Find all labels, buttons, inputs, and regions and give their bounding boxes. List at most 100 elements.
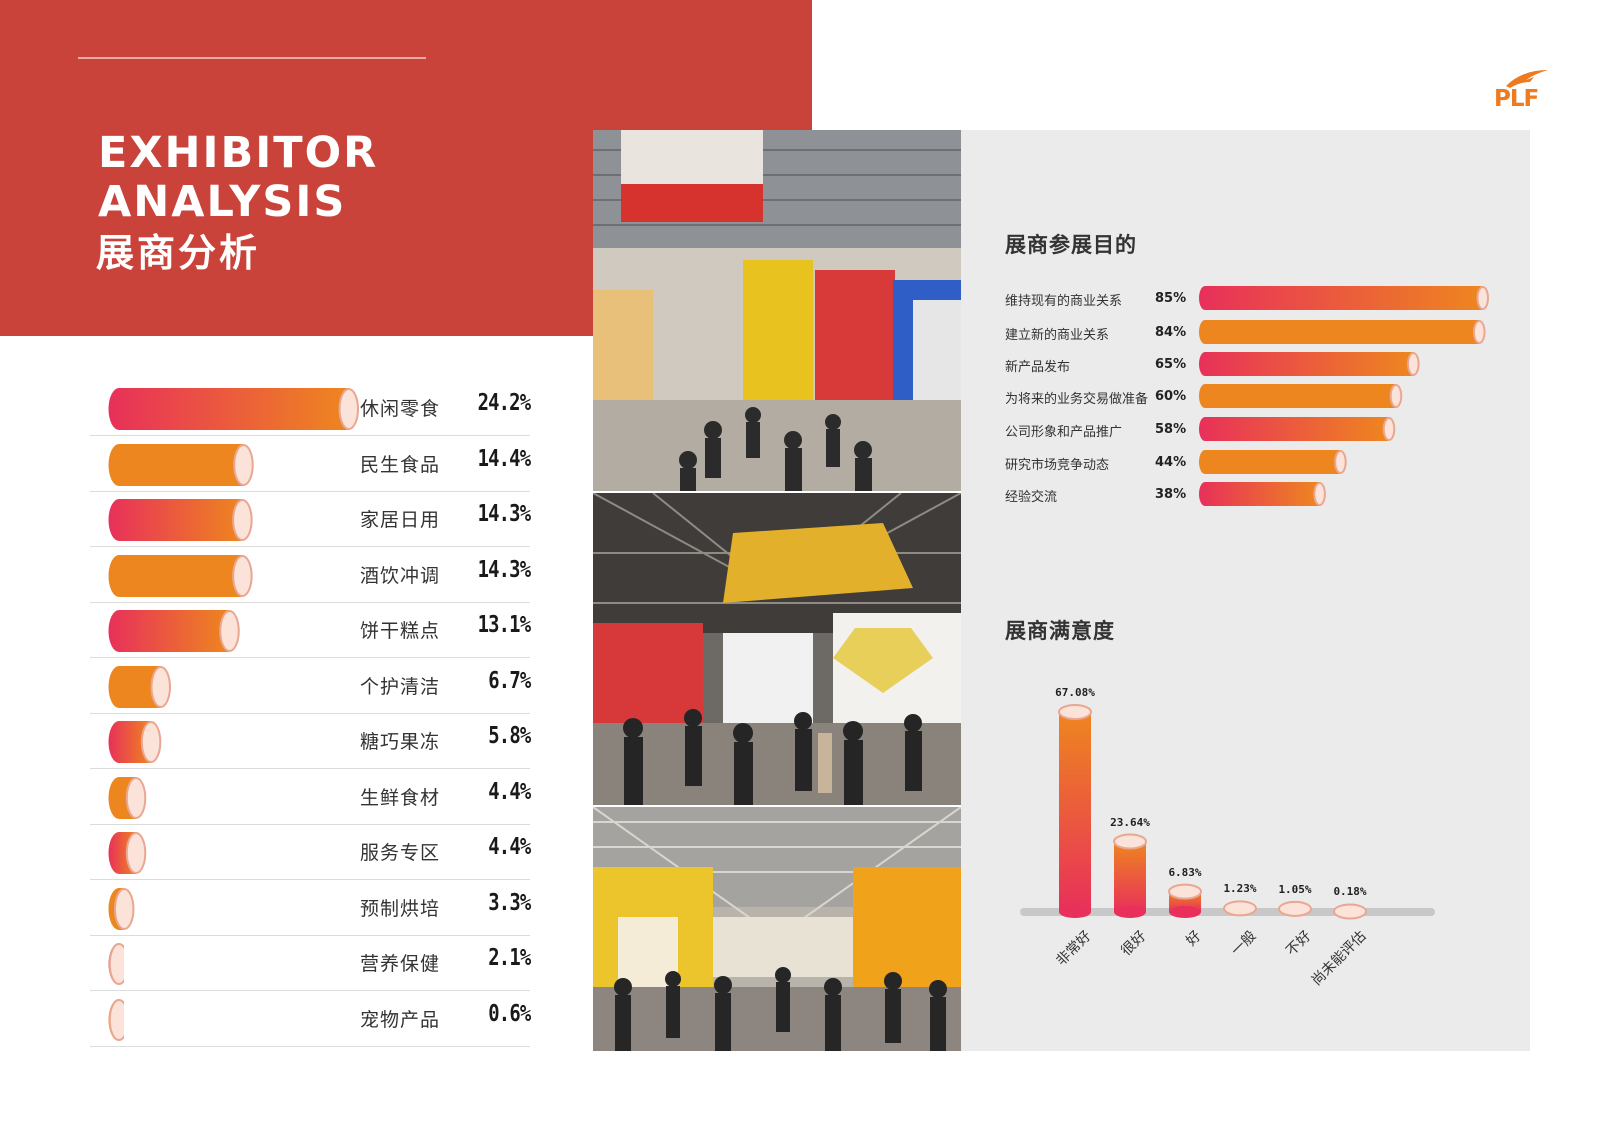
category-label: 个护清洁 [359, 675, 440, 698]
category-row: 酒饮冲调 14.3% [90, 547, 531, 603]
satisfaction-bar [1168, 883, 1202, 918]
purpose-label: 研究市场竞争动态 [1005, 458, 1110, 473]
purpose-label: 公司形象和产品推广 [1005, 425, 1123, 440]
photo-column [593, 130, 961, 1051]
category-bar [98, 610, 241, 652]
category-row: 营养保健 2.1% [90, 935, 531, 991]
satisfaction-chart-title: 展商满意度 [1005, 619, 1115, 643]
plane-icon [1506, 70, 1548, 88]
category-row: 休闲零食 24.2% [90, 380, 531, 436]
category-label: 宠物产品 [359, 1008, 440, 1031]
purpose-row: 建立新的商业关系 84% [1005, 318, 1505, 346]
satisfaction-category: 非常好 [1053, 928, 1095, 970]
category-label: 预制烘培 [359, 897, 440, 920]
satisfaction-bar [1223, 900, 1257, 917]
category-label: 酒饮冲调 [359, 564, 440, 587]
category-row: 个护清洁 6.7% [90, 658, 531, 714]
purpose-label: 经验交流 [1005, 490, 1058, 505]
satisfaction-category: 尚未能评估 [1308, 928, 1370, 989]
category-row: 服务专区 4.4% [90, 824, 531, 880]
category-bar [98, 388, 360, 430]
category-row: 生鲜食材 4.4% [90, 769, 531, 825]
category-row: 预制烘培 3.3% [90, 880, 531, 936]
satisfaction-category: 一般 [1228, 928, 1260, 960]
category-value: 4.4% [487, 778, 531, 805]
purpose-row: 研究市场竞争动态 44% [1005, 448, 1505, 476]
purpose-bar [1193, 482, 1327, 506]
category-bar [98, 943, 130, 985]
satisfaction-value: 0.18% [1333, 885, 1367, 899]
purpose-label: 为将来的业务交易做准备 [1005, 392, 1149, 407]
page-title-line1: EXHIBITOR [98, 128, 379, 178]
category-row: 宠物产品 0.6% [90, 991, 531, 1047]
category-bar [98, 443, 255, 486]
category-value: 13.1% [477, 612, 531, 638]
category-label: 饼干糕点 [359, 620, 440, 642]
satisfaction-value: 1.23% [1223, 882, 1257, 896]
category-value: 4.4% [487, 834, 531, 860]
category-bar [98, 832, 147, 874]
category-value: 3.3% [487, 889, 531, 916]
purpose-value: 65% [1155, 357, 1187, 372]
category-value: 14.4% [477, 445, 531, 472]
category-value: 24.2% [477, 390, 531, 416]
purpose-row: 为将来的业务交易做准备 60% [1005, 382, 1505, 410]
expo-photo-3 [593, 807, 961, 1051]
category-row: 民生食品 14.4% [90, 436, 531, 492]
purpose-value: 85% [1155, 291, 1187, 306]
stats-panel [961, 130, 1530, 1051]
category-bar [98, 887, 135, 930]
category-bar [98, 499, 254, 541]
category-label: 服务专区 [359, 842, 440, 864]
category-bar [98, 554, 254, 597]
category-value: 14.3% [477, 556, 531, 583]
category-label: 糖巧果冻 [359, 731, 440, 753]
purpose-label: 维持现有的商业关系 [1005, 294, 1123, 309]
purpose-chart-title: 展商参展目的 [1005, 233, 1137, 257]
purpose-bar [1193, 286, 1490, 310]
category-row: 家居日用 14.3% [90, 491, 531, 547]
satisfaction-category: 很好 [1118, 928, 1150, 960]
satisfaction-bar [1113, 833, 1147, 918]
category-row: 饼干糕点 13.1% [90, 602, 531, 658]
purpose-row: 公司形象和产品推广 58% [1005, 415, 1505, 443]
purpose-label: 新产品发布 [1005, 360, 1071, 375]
expo-photo-1 [593, 130, 961, 491]
category-label: 民生食品 [359, 453, 440, 476]
purpose-row: 维持现有的商业关系 85% [1005, 284, 1505, 312]
purpose-bar [1193, 320, 1487, 344]
category-bar [98, 665, 172, 708]
satisfaction-value: 23.64% [1110, 815, 1150, 829]
category-value: 14.3% [477, 501, 531, 527]
purpose-row: 新产品发布 65% [1005, 350, 1505, 378]
category-bar [98, 776, 147, 819]
satisfaction-value: 1.05% [1278, 882, 1312, 896]
satisfaction-bar [1058, 704, 1092, 918]
plf-logo: PLF [1494, 64, 1560, 114]
satisfaction-chart: 67.08% 非常好 23.64% 很好 6.83% 好 1.23% 一般 1.05% 不好 0.1… [1010, 670, 1440, 1010]
logo-text: PLF [1494, 86, 1539, 112]
satisfaction-bar [1333, 903, 1367, 920]
category-value: 6.7% [487, 667, 531, 694]
purpose-bar [1193, 384, 1403, 408]
category-label: 营养保健 [359, 953, 440, 975]
category-label: 休闲零食 [359, 398, 440, 420]
page-title-cn: 展商分析 [96, 231, 261, 275]
category-label: 生鲜食材 [359, 786, 440, 809]
category-value: 5.8% [487, 723, 531, 749]
page-title-line2: ANALYSIS [98, 177, 347, 227]
purpose-value: 84% [1155, 325, 1187, 340]
category-value: 2.1% [487, 945, 531, 971]
category-value: 0.6% [487, 1000, 531, 1027]
purpose-bar [1193, 450, 1348, 474]
purpose-value: 58% [1155, 422, 1187, 437]
purpose-value: 38% [1155, 487, 1187, 502]
purpose-bar [1193, 417, 1396, 441]
purpose-bar [1193, 352, 1421, 376]
category-bar [98, 998, 130, 1041]
category-share-chart: 休闲零食 24.2% 民生食品 14.4% 家居日用 14.3% 酒饮冲调 14.3% 饼干糕点… [90, 380, 540, 1060]
purpose-label: 建立新的商业关系 [1005, 328, 1110, 343]
category-bar [98, 721, 162, 763]
satisfaction-category: 不好 [1283, 928, 1315, 960]
category-row: 糖巧果冻 5.8% [90, 713, 531, 769]
